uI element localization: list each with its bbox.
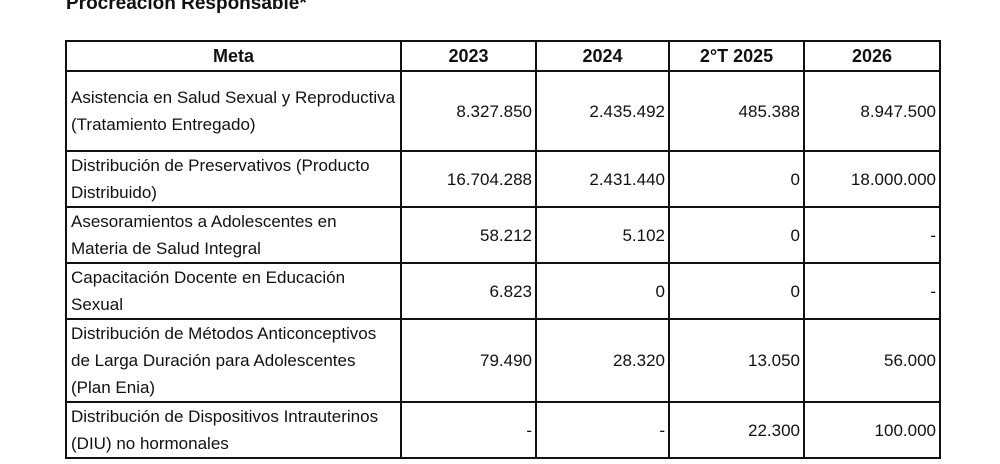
value-cell: 56.000 bbox=[803, 318, 941, 403]
value-cell: 5.102 bbox=[535, 206, 670, 264]
table-row: Asistencia en Salud Sexual y Reproductiv… bbox=[65, 70, 941, 152]
meta-cell: Capacitación Docente en Educación Sexual bbox=[65, 262, 402, 320]
value-cell: 2.435.492 bbox=[535, 70, 670, 152]
value-cell: - bbox=[803, 262, 941, 320]
table-row: Distribución de Dispositivos Intrauterin… bbox=[65, 401, 941, 459]
header-2025: 2°T 2025 bbox=[668, 40, 805, 72]
value-cell: 6.823 bbox=[400, 262, 537, 320]
value-cell: 8.327.850 bbox=[400, 70, 537, 152]
value-cell: 79.490 bbox=[400, 318, 537, 403]
header-meta: Meta bbox=[65, 40, 402, 72]
value-cell: - bbox=[535, 401, 670, 459]
table-row: Distribución de Métodos Anticonceptivos … bbox=[65, 318, 941, 403]
value-cell: 0 bbox=[668, 262, 805, 320]
value-cell: - bbox=[803, 206, 941, 264]
value-cell: 2.431.440 bbox=[535, 150, 670, 208]
value-cell: - bbox=[400, 401, 537, 459]
meta-cell: Distribución de Métodos Anticonceptivos … bbox=[65, 318, 402, 403]
value-cell: 22.300 bbox=[668, 401, 805, 459]
header-2026: 2026 bbox=[803, 40, 941, 72]
value-cell: 58.212 bbox=[400, 206, 537, 264]
value-cell: 0 bbox=[535, 262, 670, 320]
header-row: Meta 2023 2024 2°T 2025 2026 bbox=[65, 40, 941, 72]
value-cell: 13.050 bbox=[668, 318, 805, 403]
table-row: Capacitación Docente en Educación Sexual… bbox=[65, 262, 941, 320]
meta-cell: Asistencia en Salud Sexual y Reproductiv… bbox=[65, 70, 402, 152]
value-cell: 485.388 bbox=[668, 70, 805, 152]
table-row: Distribución de Preservativos (Producto … bbox=[65, 150, 941, 208]
header-2023: 2023 bbox=[400, 40, 537, 72]
value-cell: 16.704.288 bbox=[400, 150, 537, 208]
header-2024: 2024 bbox=[535, 40, 670, 72]
meta-cell: Asesoramientos a Adolescentes en Materia… bbox=[65, 206, 402, 264]
value-cell: 28.320 bbox=[535, 318, 670, 403]
value-cell: 8.947.500 bbox=[803, 70, 941, 152]
meta-cell: Distribución de Dispositivos Intrauterin… bbox=[65, 401, 402, 459]
value-cell: 100.000 bbox=[803, 401, 941, 459]
value-cell: 0 bbox=[668, 150, 805, 208]
section-title: Procreación Responsable* bbox=[66, 0, 307, 14]
value-cell: 18.000.000 bbox=[803, 150, 941, 208]
meta-cell: Distribución de Preservativos (Producto … bbox=[65, 150, 402, 208]
value-cell: 0 bbox=[668, 206, 805, 264]
goals-table: Meta 2023 2024 2°T 2025 2026 Asistencia … bbox=[65, 40, 941, 459]
table-row: Asesoramientos a Adolescentes en Materia… bbox=[65, 206, 941, 264]
